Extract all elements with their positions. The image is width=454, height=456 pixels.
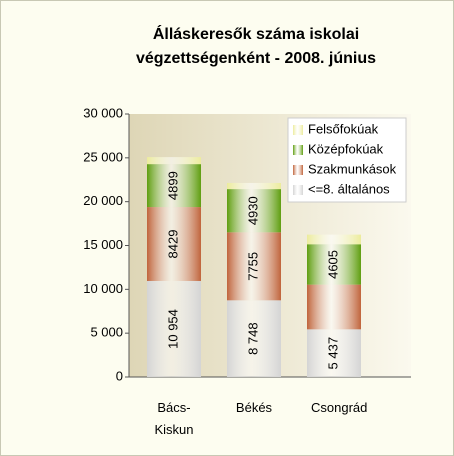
- bar-segment: [227, 189, 281, 233]
- chart-title: Álláskeresők száma iskolai végzettségenk…: [135, 26, 377, 67]
- legend-label: Középfokúak: [308, 141, 384, 156]
- legend: <=8. általános Szakmunkások Középfokúak Fel…: [287, 117, 407, 203]
- legend-label: <=8. általános: [308, 181, 390, 196]
- y-tick-label: 0: [116, 368, 123, 383]
- data-label: 4930: [245, 196, 260, 225]
- bar-segment: [147, 207, 201, 281]
- data-label: 8 748: [245, 322, 260, 355]
- bar-segment: [147, 164, 201, 208]
- bar-segment: [227, 232, 281, 301]
- x-tick-label: Csongrád: [311, 400, 368, 415]
- x-tick-label: Bács-Kiskun: [154, 400, 194, 437]
- legend-label: Felsőfokúak: [308, 121, 379, 136]
- bar-segment: [307, 284, 361, 330]
- legend-swatch: [293, 165, 303, 175]
- y-tick-label: 25 000: [83, 149, 123, 164]
- bar-segment: [227, 182, 281, 190]
- bar-segment: [307, 329, 361, 377]
- y-tick-label: 10 000: [83, 281, 123, 296]
- legend-swatch: [293, 185, 303, 195]
- x-tick-label: Békés: [235, 400, 273, 415]
- data-label: 8429: [165, 230, 180, 259]
- data-label: 4899: [165, 171, 180, 200]
- y-tick-label: 15 000: [83, 237, 123, 252]
- data-label: 5 437: [325, 337, 340, 370]
- y-tick-label: 20 000: [83, 193, 123, 208]
- data-label: 4605: [325, 250, 340, 279]
- bar-segment: [147, 157, 201, 165]
- bar-segment: [307, 234, 361, 245]
- legend-box: [287, 117, 407, 203]
- legend-swatch: [293, 145, 303, 155]
- data-label: 7755: [245, 252, 260, 281]
- y-tick-label: 30 000: [83, 105, 123, 120]
- bar-segment: [227, 300, 281, 377]
- y-tick-label: 5 000: [90, 325, 123, 340]
- bar-segment: [307, 244, 361, 285]
- legend-swatch: [293, 125, 303, 135]
- legend-label: Szakmunkások: [308, 161, 397, 176]
- data-label: 10 954: [165, 309, 180, 349]
- bar-segment: [147, 280, 201, 377]
